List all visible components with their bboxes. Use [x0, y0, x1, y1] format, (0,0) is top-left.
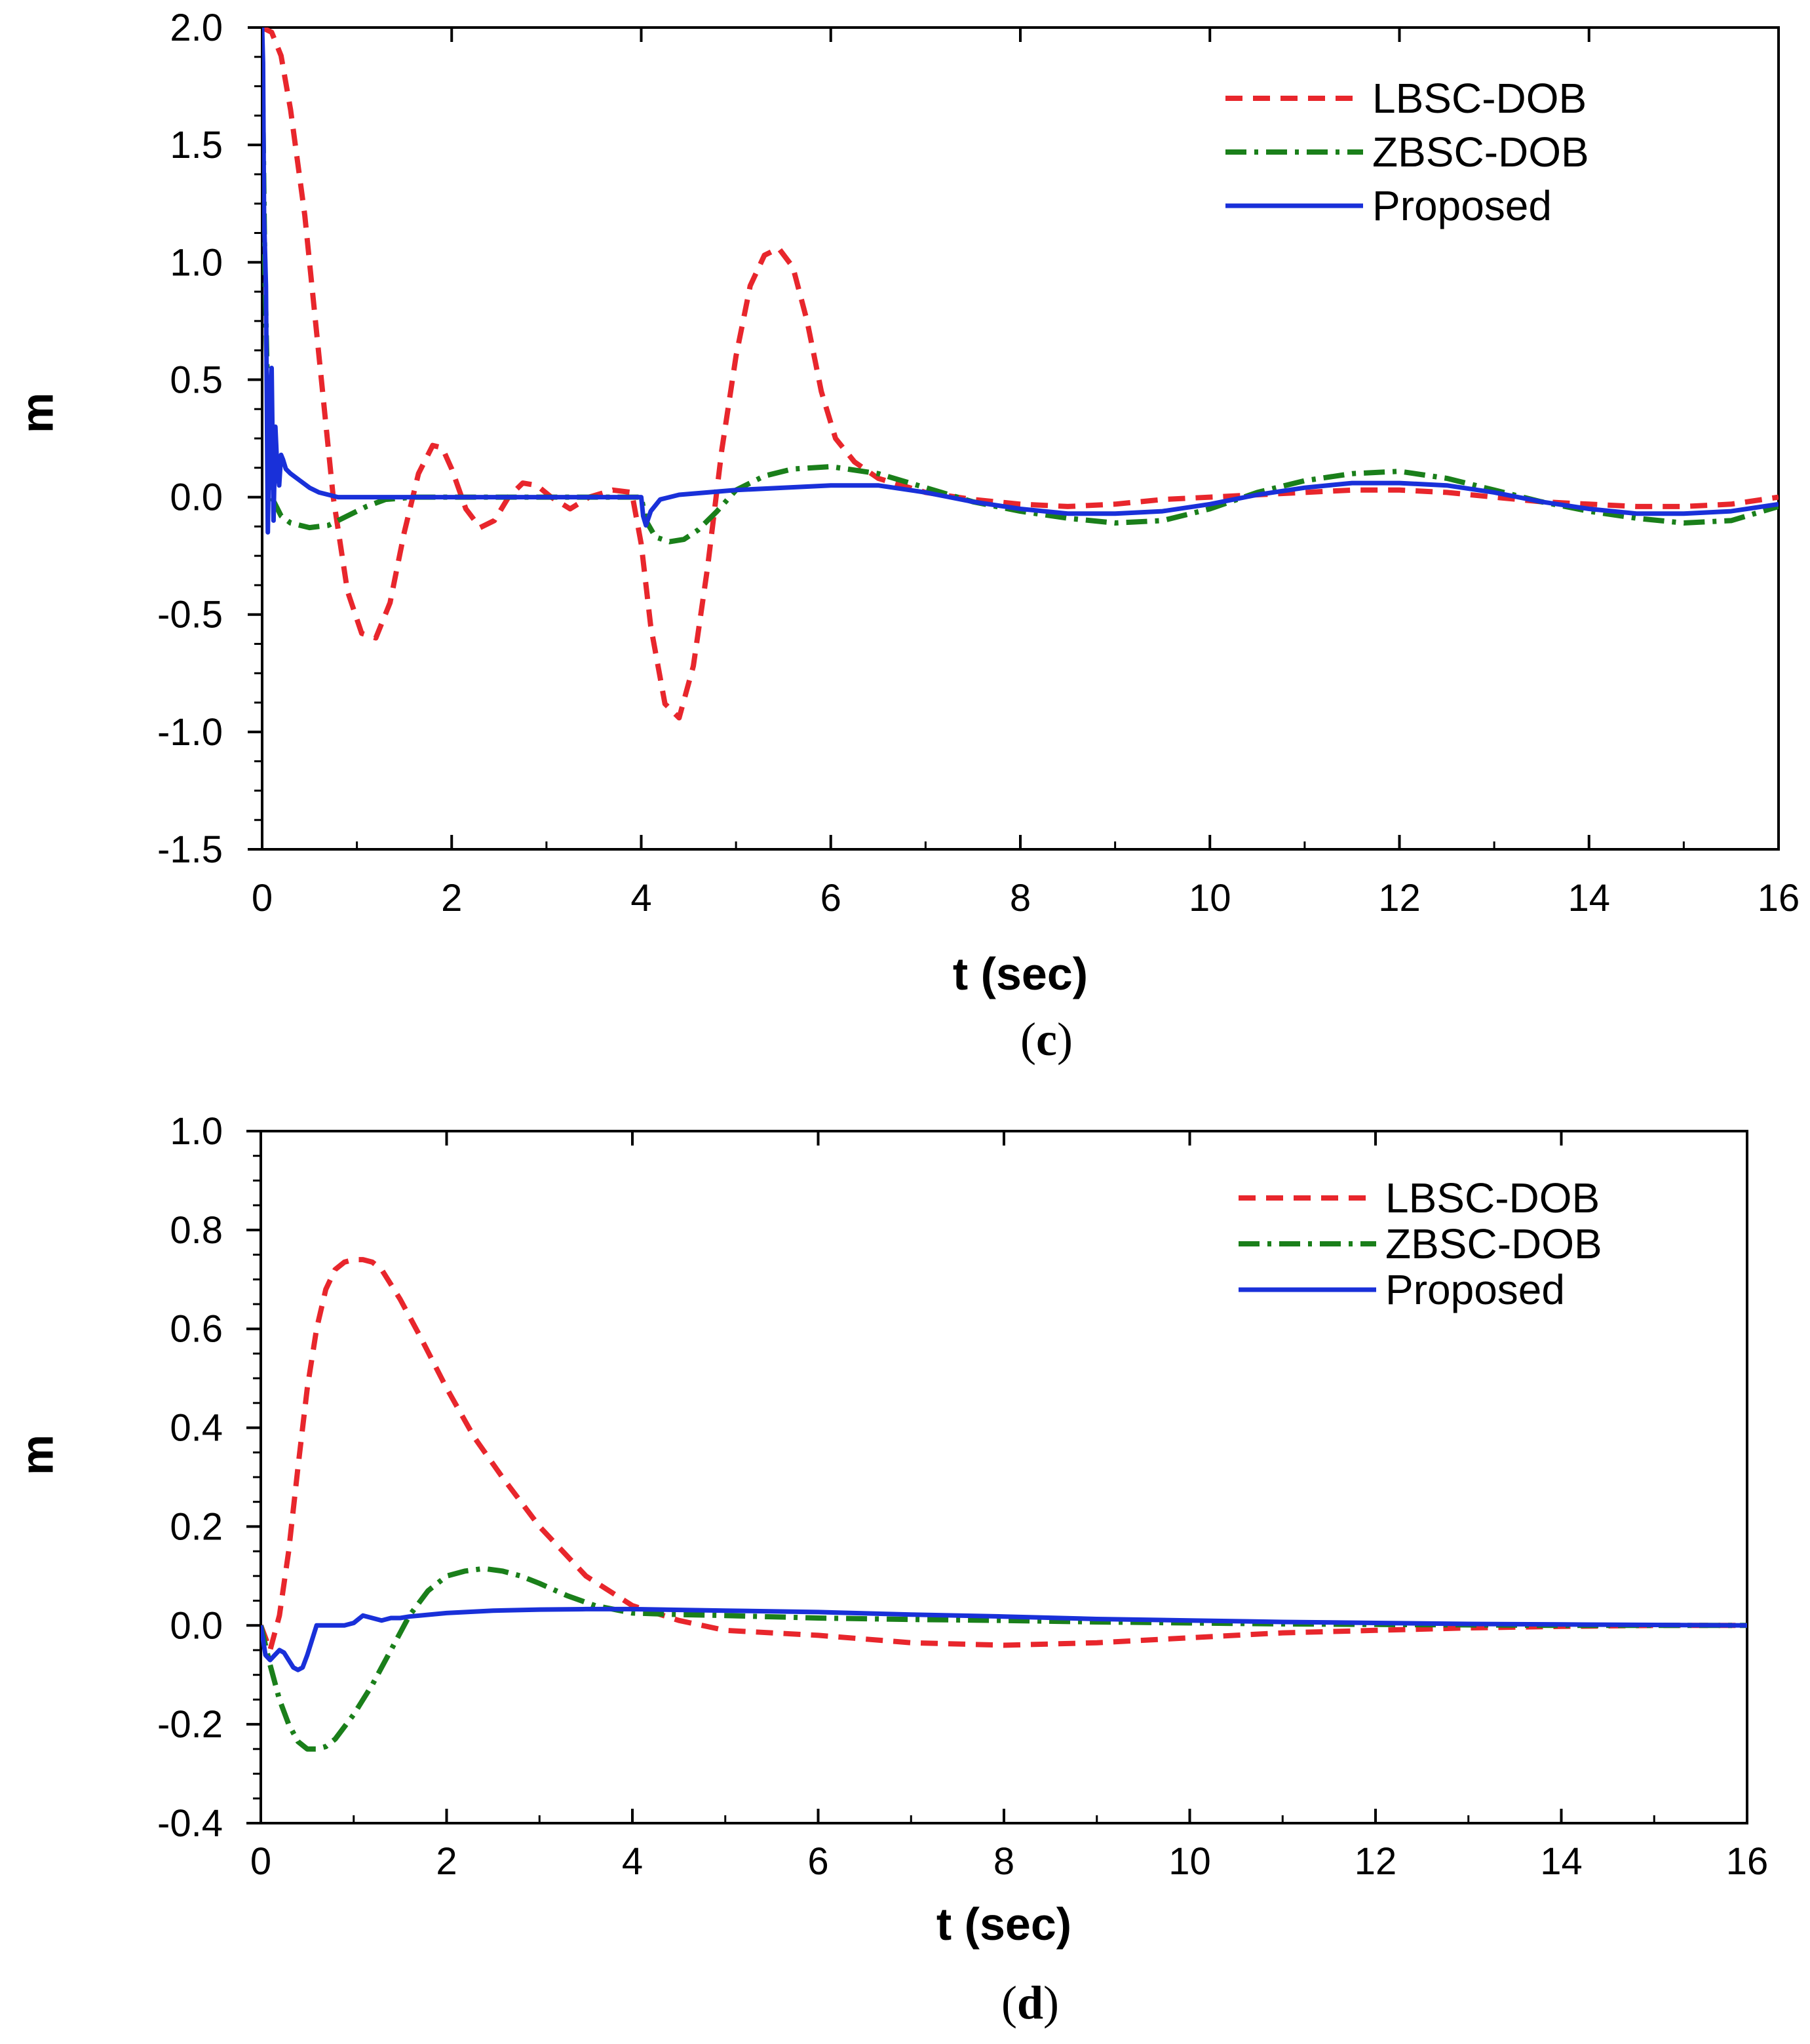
- y-tick-label: -0.5: [157, 594, 223, 636]
- y-tick-label: 0.0: [170, 476, 223, 519]
- y-tick-label: 0.0: [170, 1604, 223, 1647]
- x-tick-label: 2: [441, 877, 462, 919]
- caption-close: ): [1043, 1977, 1059, 2029]
- y-tick-label: 0.2: [170, 1505, 223, 1548]
- caption-close: ): [1057, 1013, 1073, 1066]
- x-tick-label: 6: [820, 877, 841, 919]
- series-line-lbsc-dob: [262, 28, 1779, 721]
- x-axis-title: t (sec): [936, 1899, 1071, 1950]
- caption-open: (: [1001, 1977, 1017, 2029]
- legend-label: ZBSC-DOB: [1372, 128, 1589, 176]
- y-tick-label: 1.0: [170, 1110, 223, 1153]
- caption-letter: c: [1036, 1013, 1057, 1066]
- caption-open: (: [1020, 1013, 1036, 1066]
- x-tick-label: 14: [1568, 877, 1610, 919]
- chart-panel-c: 0 2 4 6 8 10 12 14 16 -1.5 -1.0 -0.5 0.0 0.5 1.0 1.5 2.0…: [11, 7, 1800, 1066]
- y-tick-label: 0.5: [170, 358, 223, 401]
- x-tick-label: 8: [993, 1840, 1014, 1883]
- y-tick-label: -0.4: [157, 1802, 223, 1845]
- x-tick-label: 2: [436, 1840, 457, 1883]
- x-tick-label: 6: [807, 1840, 828, 1883]
- y-tick-label: -1.0: [157, 711, 223, 754]
- x-tick-label: 0: [250, 1840, 271, 1883]
- y-tick-label: -1.5: [157, 828, 223, 871]
- series-group: [261, 1257, 1747, 1752]
- caption-letter: d: [1017, 1977, 1043, 2029]
- series-group: [262, 28, 1779, 721]
- y-tick-label: 0.4: [170, 1407, 223, 1450]
- x-tick-label: 4: [622, 1840, 643, 1883]
- series-line-proposed: [261, 1606, 1747, 1672]
- x-tick-label: 16: [1758, 877, 1800, 919]
- x-tick-label: 12: [1355, 1840, 1397, 1883]
- panel-caption: (c): [1020, 1013, 1073, 1066]
- x-tick-label: 12: [1378, 877, 1421, 919]
- x-tick-label: 16: [1726, 1840, 1769, 1883]
- legend: LBSC-DOB ZBSC-DOB Proposed: [1225, 75, 1589, 229]
- y-axis-title: m: [11, 1435, 62, 1475]
- series-line-proposed: [262, 28, 1779, 535]
- y-tick-label: 2.0: [170, 7, 223, 49]
- y-tick-label: 1.0: [170, 241, 223, 284]
- y-tick-label: -0.2: [157, 1703, 223, 1746]
- panel-caption: (d): [1001, 1977, 1059, 2029]
- legend-label: LBSC-DOB: [1372, 75, 1587, 122]
- legend-label: Proposed: [1385, 1266, 1565, 1313]
- x-tick-label: 10: [1168, 1840, 1211, 1883]
- series-line-zbsc-dob: [261, 1566, 1747, 1752]
- y-tick-label: 0.8: [170, 1209, 223, 1252]
- legend-label: LBSC-DOB: [1385, 1174, 1600, 1222]
- x-tick-label: 4: [630, 877, 651, 919]
- x-tick-label: 8: [1010, 877, 1031, 919]
- chart-panel-d: 0 2 4 6 8 10 12 14 16 -0.4 -0.2 0.0 0.2 0.4 0.6 0.8 1.0 t…: [11, 1110, 1768, 2029]
- x-tick-label: 14: [1540, 1840, 1583, 1883]
- y-tick-label: 0.6: [170, 1308, 223, 1351]
- legend-label: ZBSC-DOB: [1385, 1220, 1602, 1267]
- series-line-lbsc-dob: [261, 1257, 1747, 1653]
- x-tick-label: 0: [252, 877, 273, 919]
- x-tick-label: 10: [1189, 877, 1231, 919]
- x-axis-title: t (sec): [953, 948, 1088, 999]
- legend-label: Proposed: [1372, 182, 1552, 229]
- y-tick-label: 1.5: [170, 124, 223, 166]
- y-axis-title: m: [11, 393, 62, 433]
